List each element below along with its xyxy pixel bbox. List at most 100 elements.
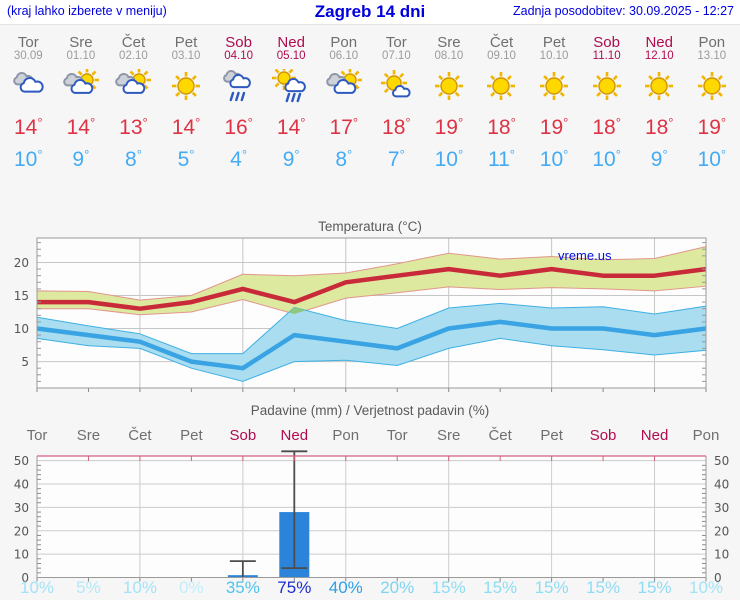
watermark-link[interactable]: vreme.us [558, 248, 612, 263]
degree-sign: ° [457, 147, 464, 162]
day-column: Tor 07.10 18° 7° [370, 25, 423, 173]
day-column: Pet 03.10 14° 5° [160, 25, 213, 173]
min-temp: 9° [72, 147, 90, 171]
max-temp: 14° [171, 115, 201, 139]
precip-day-label: Pet [180, 427, 203, 444]
precip-probability: 15% [637, 578, 672, 597]
day-date: 04.10 [224, 50, 253, 62]
precip-probability: 10% [688, 578, 724, 597]
max-temp: 18° [487, 115, 516, 139]
precip-y-label-right: 50 [714, 454, 729, 468]
min-temp: 8° [125, 147, 142, 171]
day-column: Sob 11.10 18° 10° [580, 25, 633, 173]
temperature-chart-title: Temperatura (°C) [318, 219, 422, 234]
day-column: Sob 04.10 16° 4° [212, 25, 265, 173]
min-temp: 9° [282, 147, 300, 171]
max-temp: 18° [382, 115, 411, 139]
degree-sign: ° [615, 115, 621, 130]
precip-day-label: Tor [386, 427, 408, 444]
precip-day-label: Pet [540, 427, 563, 444]
day-column: Ned 05.10 14° 9° [265, 25, 318, 173]
day-date: 07.10 [381, 50, 411, 62]
day-date: 11.10 [592, 50, 621, 62]
degree-sign: ° [241, 147, 248, 162]
day-date: 30.09 [13, 50, 43, 62]
day-date: 09.10 [487, 50, 516, 62]
max-temp: 19° [697, 115, 727, 139]
max-temp: 18° [592, 115, 621, 139]
page-title: Zagreb 14 dni [314, 2, 426, 21]
menu-hint: (kraj lahko izberete v meniju) [7, 4, 167, 18]
max-temp: 19° [434, 115, 464, 139]
precip-y-label-right: 20 [714, 524, 729, 538]
precip-probability: 15% [586, 578, 621, 597]
day-name: Ned [645, 34, 673, 51]
min-temp: 7° [387, 147, 405, 171]
last-update: Zadnja posodobitev: 30.09.2025 - 12:27 [512, 4, 734, 18]
day-name: Sob [225, 34, 252, 51]
degree-sign: ° [668, 115, 674, 130]
precip-day-label: Sre [437, 427, 461, 444]
day-name: Ned [277, 34, 305, 51]
precip-day-label: Pon [692, 427, 720, 444]
precip-probability: 10% [19, 578, 55, 597]
precip-y-label-right: 30 [714, 501, 729, 515]
min-temp: 4° [230, 147, 248, 171]
degree-sign: ° [84, 147, 90, 162]
day-name: Čet [121, 34, 146, 51]
precip-probability: 15% [534, 578, 569, 597]
temp-y-label: 5 [21, 355, 29, 369]
degree-sign: ° [662, 147, 668, 162]
day-date: 08.10 [434, 50, 464, 62]
degree-sign: ° [405, 115, 411, 130]
day-column: Ned 12.10 18° 9° [633, 25, 686, 173]
degree-sign: ° [563, 147, 569, 162]
temp-y-label: 15 [14, 289, 29, 303]
sunny-icon [686, 69, 739, 107]
degree-sign: ° [352, 115, 359, 130]
day-name: Tor [17, 34, 39, 51]
rain-icon [212, 69, 265, 107]
precipitation-chart: 0 0 10 10 20 20 30 30 40 40 50 50 [14, 450, 729, 585]
precip-y-label-right: 40 [714, 478, 729, 492]
precip-y-label-left: 50 [14, 454, 29, 468]
min-temp: 9° [650, 147, 668, 171]
day-name: Sre [69, 34, 93, 51]
precip-probability: 40% [328, 578, 363, 597]
sunny-icon [475, 69, 528, 107]
degree-sign: ° [300, 115, 306, 130]
sunny-icon [160, 69, 213, 107]
precip-y-label-left: 10 [14, 548, 29, 562]
degree-sign: ° [457, 115, 464, 130]
precip-probability: 0% [179, 578, 204, 597]
cloudy-icon [2, 69, 55, 107]
day-column: Sre 08.10 19° 10° [423, 25, 476, 173]
precip-probability: 15% [483, 578, 518, 597]
degree-sign: ° [509, 147, 515, 162]
partly-cloudy-icon [55, 68, 108, 107]
degree-sign: ° [294, 147, 300, 162]
max-temp: 14° [66, 115, 96, 139]
day-name: Pon [698, 34, 726, 51]
forecast-strip: Tor 30.09 14° 10° Sre 01.10 14° 9° Čet 02.10 13° 8°… [2, 25, 738, 173]
min-temp: 10° [592, 147, 621, 171]
precip-probability: 5% [76, 578, 101, 597]
degree-sign: ° [347, 147, 353, 162]
precip-day-label: Tor [26, 427, 48, 444]
max-temp: 17° [329, 115, 359, 139]
header-bar: (kraj lahko izberete v meniju) Zagreb 14… [0, 0, 740, 25]
mostly-sunny-icon [370, 69, 423, 107]
sunny-icon [633, 69, 686, 107]
partly-cloudy-icon [107, 68, 160, 107]
degree-sign: ° [720, 147, 727, 162]
degree-sign: ° [189, 147, 195, 162]
sun-rain-icon [265, 66, 318, 107]
day-date: 03.10 [171, 50, 201, 62]
max-temp: 13° [119, 115, 148, 139]
temperature-chart: 5 10 15 20 [14, 237, 707, 392]
precip-day-label: Čet [128, 427, 152, 444]
precip-day-label-row: Tor Sre Čet Pet Sob Ned Pon Tor Sre Čet Pet Sob Ned P… [0, 427, 740, 447]
max-temp: 18° [644, 115, 674, 139]
degree-sign: ° [615, 147, 621, 162]
